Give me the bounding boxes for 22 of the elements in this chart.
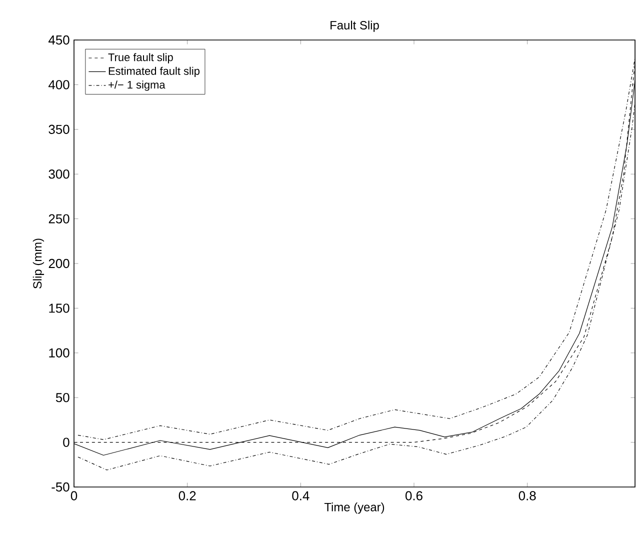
y-tick-label: 400 (48, 80, 70, 90)
x-tick-label: 0.6 (406, 491, 422, 500)
x-tick-label: 0.8 (518, 491, 536, 500)
y-axis-title: Slip (mm) (32, 238, 44, 289)
x-axis-title: Time (year) (324, 502, 384, 514)
y-tick-label: 350 (48, 124, 70, 134)
y-tick-label: -50 (52, 482, 70, 492)
legend-label: +/− 1 sigma (108, 80, 166, 91)
y-tick-label: 450 (48, 35, 70, 45)
legend-label: True fault slip (108, 53, 173, 64)
y-tick-label: 0 (63, 438, 70, 447)
y-tick-label: 250 (48, 214, 70, 224)
y-tick-label: 200 (48, 258, 70, 268)
x-tick-label: 0 (70, 491, 78, 500)
y-tick-label: 50 (56, 393, 70, 402)
x-tick-label: 0.4 (292, 491, 310, 500)
y-tick-label: 150 (49, 304, 70, 313)
x-tick-label: 0.2 (178, 491, 196, 500)
chart-title: Fault Slip (330, 20, 379, 32)
legend-label: Estimated fault slip (108, 66, 200, 78)
y-tick-label: 300 (48, 170, 70, 179)
y-tick-label: 100 (49, 348, 70, 358)
